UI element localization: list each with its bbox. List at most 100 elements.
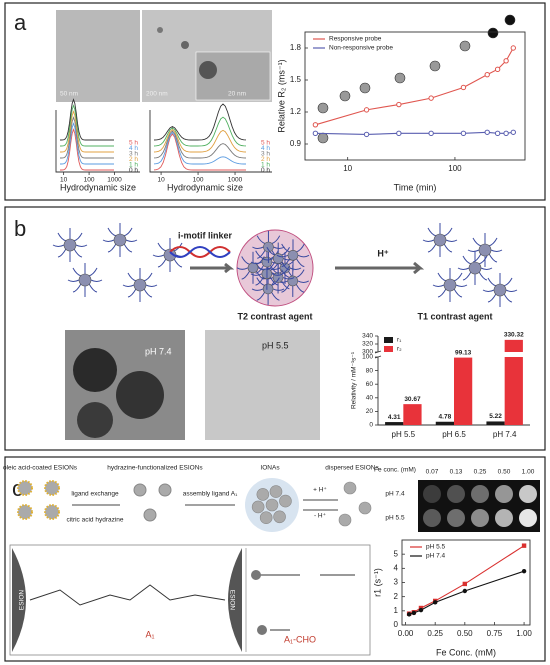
ligand — [478, 271, 488, 281]
y-tick-label: 300 — [362, 349, 373, 356]
histogram-curve — [153, 103, 247, 141]
ligand — [75, 244, 88, 247]
y-tick-label: 4 — [394, 563, 399, 572]
phantom — [504, 14, 516, 26]
nanoparticle — [468, 261, 482, 275]
point — [460, 84, 467, 91]
phantom — [487, 27, 499, 39]
particle — [77, 402, 113, 438]
nanoparticle — [262, 283, 274, 295]
ligand — [271, 235, 281, 244]
ligand — [256, 256, 265, 265]
ligand — [437, 272, 446, 282]
scheme — [9, 478, 372, 656]
ligand — [124, 227, 133, 237]
ligand — [90, 279, 103, 282]
time-label: 3 h — [129, 151, 138, 158]
histogram-curve — [153, 133, 246, 171]
point — [432, 600, 438, 605]
point — [312, 130, 319, 137]
point — [462, 581, 468, 587]
scheme-label: dispersed ESIONs — [325, 465, 379, 472]
esion-small — [257, 625, 267, 635]
scheme-label: ESION — [19, 590, 26, 611]
ligand — [276, 254, 289, 258]
ligand — [152, 254, 165, 257]
esion — [269, 485, 283, 498]
plate-row: pH 7.4 — [385, 491, 405, 498]
ligand — [472, 237, 481, 247]
ligand — [107, 227, 116, 237]
esion — [17, 504, 33, 520]
tick-label: 1000 — [107, 177, 122, 184]
nanoparticle — [113, 233, 127, 247]
tick-label: 10 — [60, 177, 68, 184]
ligand — [444, 227, 453, 237]
ligand — [241, 256, 250, 265]
value-label: 330.32 — [504, 332, 524, 339]
ligand — [255, 265, 264, 274]
phantom — [429, 60, 441, 72]
tem-image — [56, 10, 140, 102]
phantom — [359, 82, 371, 94]
ligand — [281, 269, 290, 278]
value-label: 99.13 — [455, 349, 472, 356]
ligand — [72, 267, 81, 277]
esion — [44, 504, 60, 520]
legend-label: pH 7.4 — [426, 553, 446, 560]
arrow — [303, 499, 338, 511]
point — [396, 130, 402, 137]
ligand — [505, 289, 518, 292]
ligand — [445, 239, 458, 242]
scheme — [52, 223, 518, 307]
x-tick-label: pH 7.4 — [493, 430, 517, 439]
point — [494, 66, 501, 73]
esion — [251, 500, 265, 514]
y-tick-label: 1 — [394, 606, 399, 615]
x-tick-label: pH 5.5 — [392, 430, 416, 439]
histogram-curve — [60, 98, 114, 141]
ligand — [296, 258, 305, 268]
ligand — [252, 246, 264, 249]
linker — [169, 246, 231, 258]
y-tick-label: 80 — [366, 367, 374, 374]
time-label: 4 h — [129, 145, 138, 152]
legend-swatch — [384, 346, 393, 352]
y-tick-label: 0.9 — [290, 139, 302, 148]
ligand — [107, 243, 117, 253]
ligand — [457, 267, 470, 270]
well — [519, 509, 537, 527]
ligand — [479, 255, 488, 265]
panel-frame — [4, 206, 546, 451]
plate-wells: 0.07 0.13 0.25 0.50 1.00 pH 7.4 pH 5.5 — [385, 469, 537, 527]
histogram-curve — [153, 116, 247, 147]
x-tick-label: 0.50 — [457, 629, 473, 638]
cluster — [199, 61, 217, 79]
nanoparticle — [272, 253, 284, 264]
ligand — [122, 284, 135, 287]
scheme-label: hydrazine-functionalized ESIONs — [107, 465, 203, 472]
ligand — [251, 288, 264, 291]
ligand — [266, 261, 276, 271]
value-label: 4.31 — [388, 414, 401, 421]
point — [460, 130, 467, 137]
bar — [486, 421, 505, 425]
nanoparticle — [263, 241, 274, 253]
time-label: 2 h — [129, 156, 138, 163]
ligand — [74, 232, 83, 242]
y-tick-label: 40 — [366, 395, 374, 402]
point — [484, 129, 490, 135]
plate-conc: 1.00 — [522, 469, 535, 476]
ligand — [422, 239, 435, 242]
scheme-label: T1 contrast agent — [417, 311, 492, 321]
arrow — [190, 262, 235, 274]
ligand — [269, 277, 279, 286]
nanoparticle — [261, 256, 273, 268]
linker — [169, 246, 231, 258]
y-tick-label: 100 — [362, 354, 373, 361]
ligand — [157, 258, 167, 268]
nanoparticle — [478, 243, 492, 257]
esion-small — [251, 570, 261, 580]
well — [447, 509, 465, 527]
surface — [12, 548, 26, 652]
